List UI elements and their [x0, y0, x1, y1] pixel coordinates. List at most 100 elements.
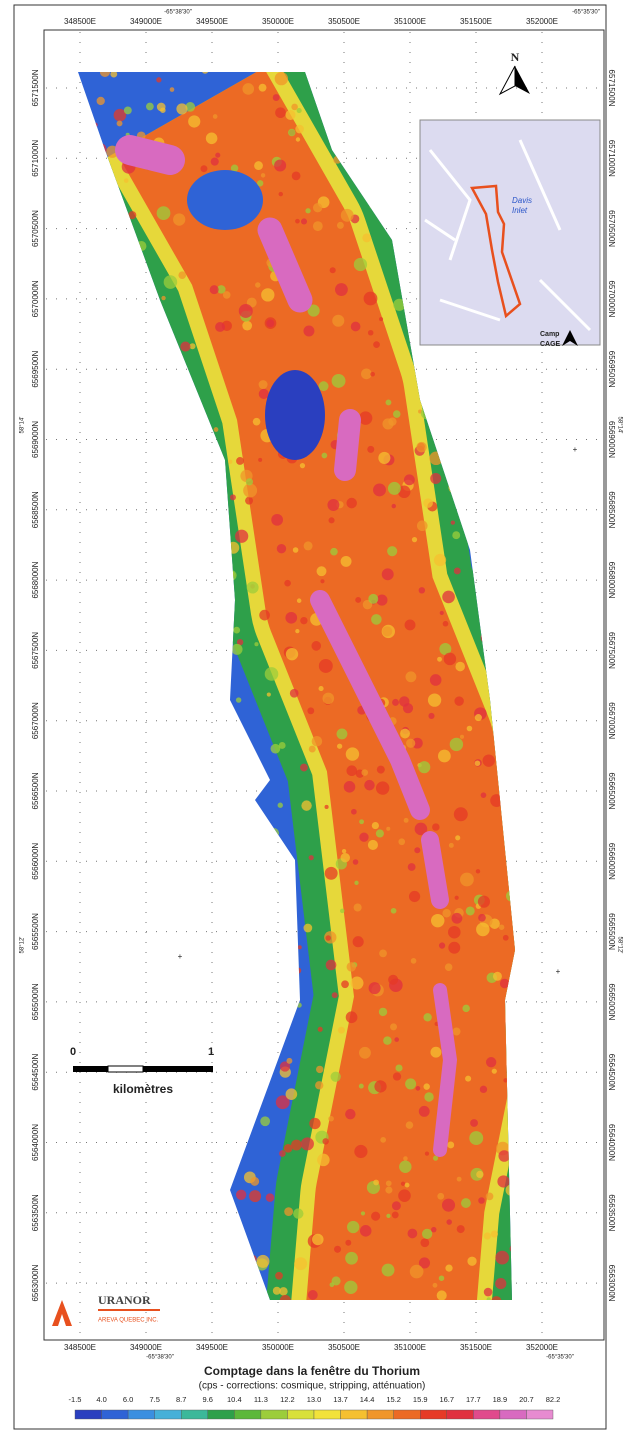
texture-dot [392, 1211, 399, 1218]
texture-dot [211, 809, 221, 819]
texture-dot [221, 1093, 227, 1099]
northing-label: 6567000N [31, 702, 40, 739]
texture-dot [133, 342, 144, 353]
texture-dot [480, 1086, 487, 1093]
texture-dot [196, 567, 208, 579]
texture-dot [238, 898, 247, 907]
north-arrow [500, 66, 515, 94]
northing-label: 6567000N [607, 702, 616, 739]
texture-dot [513, 459, 523, 469]
texture-dot [92, 962, 100, 970]
texture-dot [284, 870, 291, 877]
texture-dot [369, 982, 381, 994]
texture-dot [437, 657, 442, 662]
texture-dot [325, 867, 338, 880]
texture-dot [108, 579, 113, 584]
texture-dot [200, 1008, 211, 1019]
texture-dot [80, 278, 92, 290]
texture-dot [401, 1182, 405, 1186]
texture-dot [393, 299, 405, 311]
texture-dot [138, 1012, 147, 1021]
latitude-label: 58°14' [616, 417, 622, 434]
texture-dot [122, 675, 126, 679]
texture-dot [170, 1046, 183, 1059]
legend-swatch [341, 1410, 368, 1419]
texture-dot [422, 1229, 432, 1239]
texture-dot [201, 888, 206, 893]
texture-dot [134, 1263, 139, 1268]
texture-dot [419, 587, 425, 593]
legend-swatch [234, 1410, 261, 1419]
northing-label: 6563000N [31, 1264, 40, 1301]
texture-dot [445, 963, 453, 971]
texture-dot [100, 67, 110, 77]
texture-dot [291, 1140, 302, 1151]
texture-dot [110, 71, 117, 78]
texture-dot [424, 1092, 433, 1101]
texture-dot [121, 832, 126, 837]
legend-title: Comptage dans la fenêtre du Thorium [204, 1364, 420, 1378]
texture-dot [388, 181, 401, 194]
texture-dot [298, 945, 302, 949]
texture-dot [452, 479, 458, 485]
texture-dot [273, 1287, 281, 1295]
texture-dot [245, 822, 257, 834]
texture-dot [131, 1138, 137, 1144]
texture-dot [518, 889, 528, 899]
legend-label: 17.7 [466, 1395, 481, 1404]
texture-dot [491, 1231, 498, 1238]
texture-dot [448, 926, 461, 939]
texture-dot [379, 317, 383, 321]
texture-dot [476, 869, 480, 873]
texture-dot [330, 267, 336, 273]
texture-dot [207, 589, 217, 599]
texture-dot [86, 387, 97, 398]
texture-dot [449, 843, 454, 848]
texture-dot [124, 916, 137, 929]
texture-dot [83, 163, 94, 174]
texture-dot [180, 434, 194, 448]
texture-dot [242, 752, 249, 759]
texture-dot [409, 891, 420, 902]
texture-dot [423, 1013, 431, 1021]
legend-swatch [128, 1410, 155, 1419]
texture-dot [439, 1275, 445, 1281]
texture-dot [126, 1151, 140, 1165]
texture-dot [70, 1087, 83, 1100]
texture-dot [228, 959, 237, 968]
texture-dot [105, 186, 113, 194]
texture-dot [159, 846, 169, 856]
crosshair: + [178, 952, 183, 961]
texture-dot [492, 1069, 497, 1074]
texture-dot [293, 547, 299, 553]
texture-dot [439, 942, 445, 948]
texture-dot [499, 481, 504, 486]
texture-dot [361, 1211, 365, 1215]
texture-dot [214, 427, 219, 432]
texture-dot [73, 483, 78, 488]
texture-dot [158, 1036, 170, 1048]
texture-dot [163, 767, 176, 780]
texture-dot [353, 859, 359, 865]
texture-dot [359, 819, 364, 824]
texture-dot [451, 520, 455, 524]
texture-dot [87, 1142, 98, 1153]
texture-dot [466, 906, 475, 915]
texture-dot [428, 693, 441, 706]
texture-dot [388, 482, 401, 495]
texture-dot [93, 123, 98, 128]
texture-dot [345, 1252, 358, 1265]
texture-dot [510, 1245, 517, 1252]
texture-dot [328, 517, 334, 523]
texture-dot [217, 850, 230, 863]
crosshair: + [556, 967, 561, 976]
texture-dot [152, 1266, 162, 1276]
texture-dot [332, 1276, 341, 1285]
texture-dot [153, 621, 163, 631]
texture-dot [191, 709, 202, 720]
texture-dot [445, 376, 449, 380]
texture-dot [246, 478, 253, 485]
texture-dot [491, 1296, 501, 1306]
texture-dot [443, 621, 449, 627]
texture-dot [78, 773, 87, 782]
